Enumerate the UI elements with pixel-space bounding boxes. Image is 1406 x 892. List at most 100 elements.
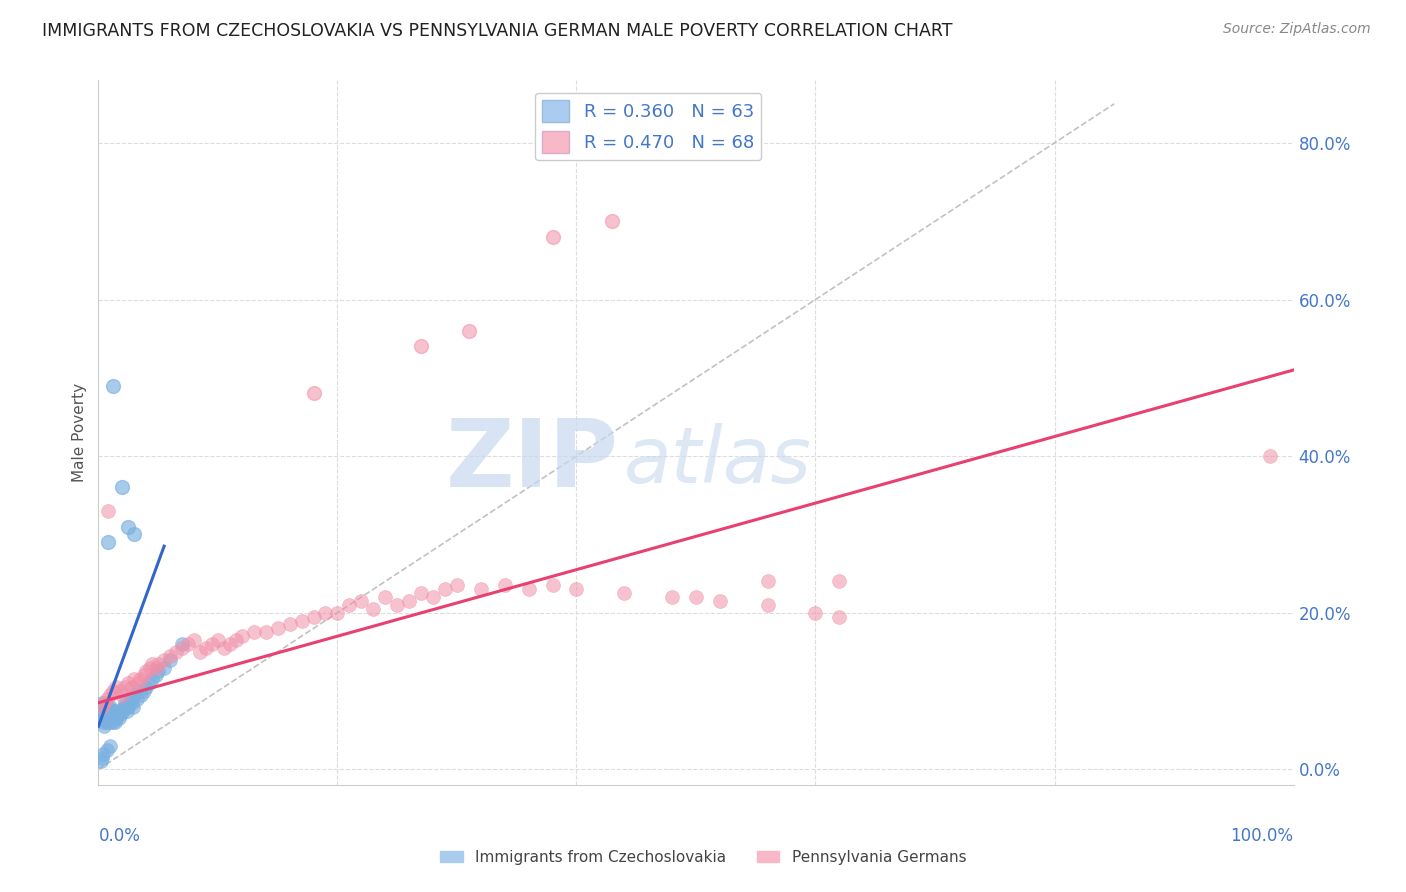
Point bbox=[541, 230, 564, 244]
Point bbox=[96, 742, 118, 756]
Y-axis label: Male Poverty: Male Poverty bbox=[72, 383, 87, 483]
Point bbox=[135, 665, 157, 679]
Point bbox=[278, 617, 301, 632]
Point bbox=[94, 699, 117, 714]
Point bbox=[101, 378, 124, 392]
Point bbox=[339, 598, 361, 612]
Point bbox=[97, 715, 120, 730]
Point bbox=[541, 578, 564, 592]
Point bbox=[141, 657, 163, 671]
Point bbox=[411, 586, 433, 600]
Point bbox=[91, 747, 114, 761]
Point bbox=[121, 696, 143, 710]
Point bbox=[159, 653, 181, 667]
Point bbox=[100, 711, 122, 725]
Point bbox=[97, 707, 120, 722]
Point bbox=[111, 688, 134, 702]
Point bbox=[661, 590, 683, 604]
Point bbox=[117, 519, 139, 533]
Point bbox=[114, 680, 136, 694]
Point bbox=[104, 715, 127, 730]
Point bbox=[446, 578, 468, 592]
Point bbox=[458, 324, 481, 338]
Point bbox=[98, 739, 122, 753]
Point bbox=[195, 640, 218, 655]
Point bbox=[111, 480, 134, 494]
Point bbox=[93, 711, 115, 725]
Text: IMMIGRANTS FROM CZECHOSLOVAKIA VS PENNSYLVANIA GERMAN MALE POVERTY CORRELATION C: IMMIGRANTS FROM CZECHOSLOVAKIA VS PENNSY… bbox=[42, 22, 953, 40]
Point bbox=[115, 699, 138, 714]
Point bbox=[350, 594, 373, 608]
Point bbox=[613, 586, 636, 600]
Point bbox=[135, 680, 157, 694]
Point bbox=[411, 339, 433, 353]
Point bbox=[117, 676, 139, 690]
Point bbox=[129, 673, 152, 687]
Point bbox=[94, 715, 117, 730]
Point bbox=[139, 660, 162, 674]
Point bbox=[124, 673, 146, 687]
Text: ZIP: ZIP bbox=[446, 415, 619, 507]
Text: 0.0%: 0.0% bbox=[98, 827, 141, 846]
Text: 100.0%: 100.0% bbox=[1230, 827, 1294, 846]
Point bbox=[100, 704, 122, 718]
Point bbox=[98, 688, 122, 702]
Point bbox=[115, 704, 138, 718]
Point bbox=[112, 699, 135, 714]
Point bbox=[93, 696, 115, 710]
Point bbox=[94, 707, 117, 722]
Point bbox=[254, 625, 277, 640]
Point bbox=[243, 625, 266, 640]
Point bbox=[231, 629, 253, 643]
Text: atlas: atlas bbox=[624, 423, 813, 499]
Point bbox=[315, 606, 337, 620]
Point bbox=[97, 504, 120, 518]
Point bbox=[363, 601, 385, 615]
Point bbox=[98, 699, 122, 714]
Point bbox=[124, 688, 146, 702]
Point bbox=[291, 614, 314, 628]
Point bbox=[128, 684, 150, 698]
Point bbox=[145, 668, 167, 682]
Legend: Immigrants from Czechoslovakia, Pennsylvania Germans: Immigrants from Czechoslovakia, Pennsylv… bbox=[433, 844, 973, 871]
Point bbox=[219, 637, 242, 651]
Point bbox=[1258, 449, 1281, 463]
Point bbox=[302, 609, 325, 624]
Point bbox=[212, 640, 235, 655]
Point bbox=[107, 707, 129, 722]
Point bbox=[110, 707, 132, 722]
Point bbox=[98, 707, 122, 722]
Point bbox=[374, 590, 396, 604]
Point bbox=[172, 640, 194, 655]
Point bbox=[103, 711, 125, 725]
Point bbox=[98, 715, 122, 730]
Point bbox=[114, 696, 136, 710]
Point bbox=[153, 653, 176, 667]
Point bbox=[153, 660, 176, 674]
Point bbox=[207, 633, 229, 648]
Point bbox=[96, 691, 118, 706]
Point bbox=[517, 582, 540, 597]
Point bbox=[565, 582, 588, 597]
Point bbox=[111, 704, 134, 718]
Point bbox=[148, 657, 170, 671]
Point bbox=[107, 711, 129, 725]
Point bbox=[132, 684, 155, 698]
Point bbox=[132, 668, 155, 682]
Point bbox=[96, 704, 118, 718]
Point bbox=[756, 574, 779, 589]
Point bbox=[101, 715, 124, 730]
Point bbox=[148, 665, 170, 679]
Point bbox=[188, 645, 211, 659]
Point bbox=[131, 688, 153, 702]
Point bbox=[602, 214, 624, 228]
Point bbox=[138, 676, 160, 690]
Point bbox=[103, 704, 125, 718]
Point bbox=[177, 637, 200, 651]
Point bbox=[124, 527, 146, 541]
Legend: R = 0.360   N = 63, R = 0.470   N = 68: R = 0.360 N = 63, R = 0.470 N = 68 bbox=[536, 93, 761, 161]
Point bbox=[98, 711, 121, 725]
Point bbox=[225, 633, 247, 648]
Point bbox=[105, 680, 128, 694]
Point bbox=[122, 699, 145, 714]
